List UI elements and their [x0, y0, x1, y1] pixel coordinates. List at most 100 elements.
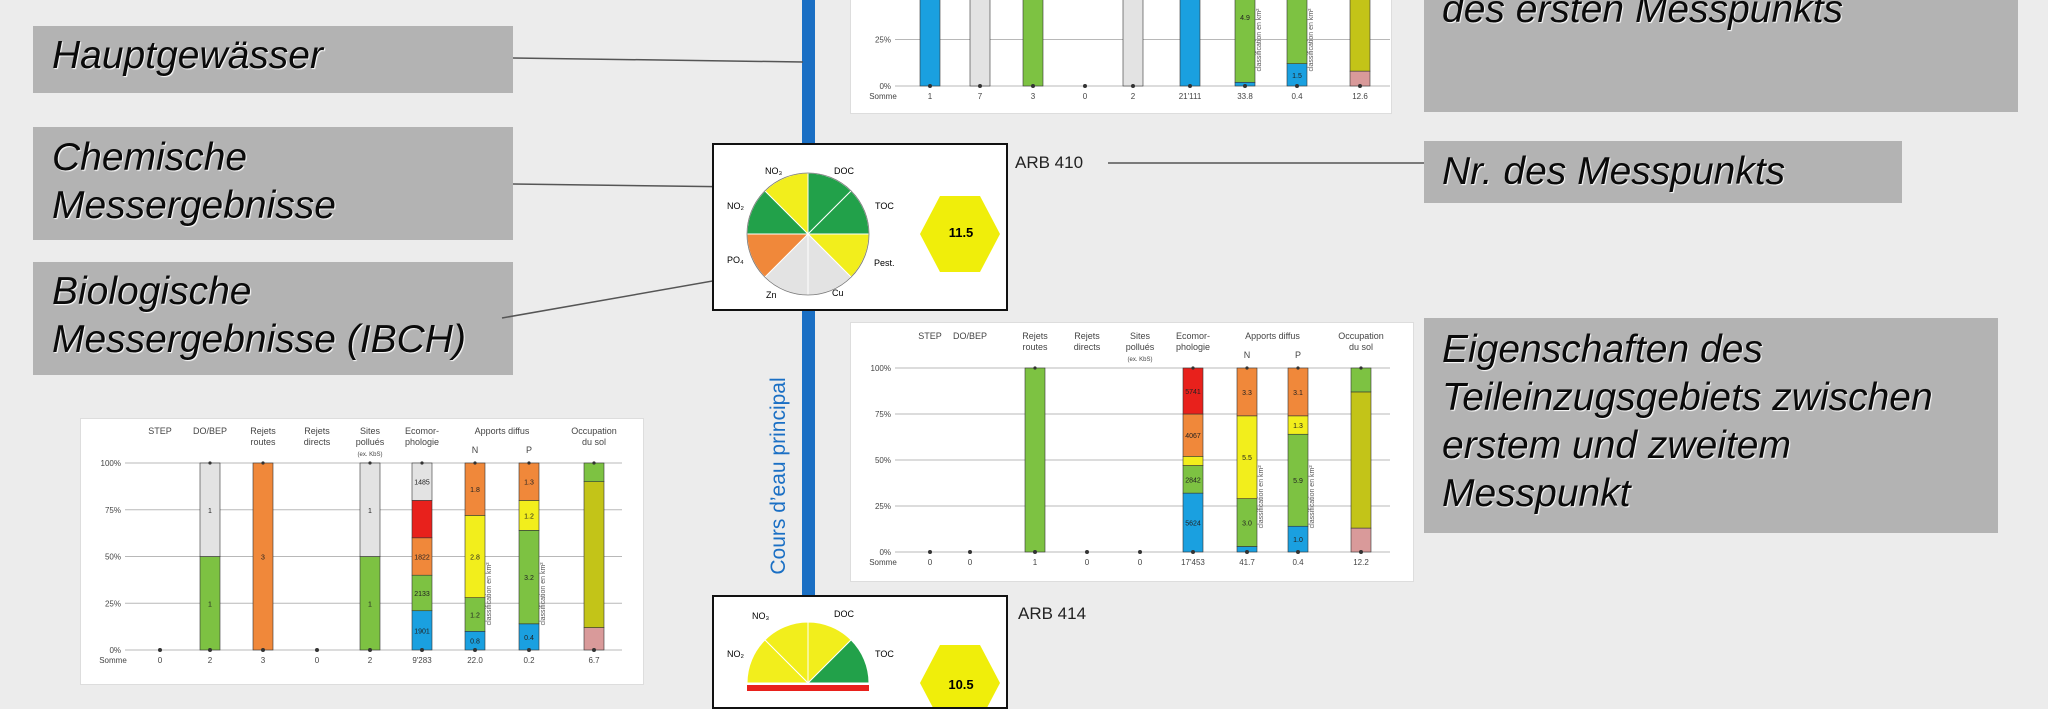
- main-river-line-lower: [802, 300, 815, 605]
- pie-outline: [746, 172, 870, 296]
- bar-segment: [1024, 367, 1046, 553]
- bar-segment: [1349, 0, 1371, 72]
- sum-value: 0: [1085, 558, 1090, 567]
- bar-segment: [411, 500, 433, 539]
- category-header: routes: [1022, 342, 1048, 352]
- segment-value-label: 1485: [414, 480, 430, 487]
- sum-value: 0: [1083, 92, 1088, 101]
- sum-row-label: Somme: [99, 656, 127, 665]
- bar-segment: [1179, 0, 1201, 87]
- segment-value-label: 5741: [1185, 389, 1201, 396]
- classification-label: classification en km²: [1256, 8, 1263, 72]
- bar-segment: [1234, 0, 1256, 83]
- bar-segment: [1350, 367, 1372, 393]
- bar-base-dot: [473, 648, 477, 652]
- sum-value: 0.2: [523, 656, 535, 665]
- bar-segment: [1182, 456, 1204, 466]
- segment-value-label: 0.4: [524, 635, 534, 642]
- apports-diffus-header: Apports diffus: [475, 426, 530, 436]
- category-header: Sites: [1130, 331, 1151, 341]
- sum-value: 21'111: [1179, 92, 1202, 101]
- sum-value: 9'283: [412, 656, 432, 665]
- label-subcatchment: Eigenschaften des Teileinzugsgebiets zwi…: [1442, 328, 1933, 515]
- sum-value: 6.7: [588, 656, 600, 665]
- classification-label: classification en km²: [486, 562, 493, 626]
- bar-segment: [1022, 0, 1044, 87]
- sum-value: 2: [368, 656, 373, 665]
- segment-value-label: 5.5: [1242, 455, 1252, 462]
- sum-value: 1: [928, 92, 933, 101]
- bar-base-dot: [1243, 84, 1247, 88]
- bar-segment: [1349, 70, 1371, 87]
- bar-base-dot: [1033, 550, 1037, 554]
- category-header: DO/BEP: [953, 331, 987, 341]
- ibch-hexagon: [920, 196, 1000, 272]
- category-header: directs: [1074, 342, 1101, 352]
- bar-base-dot: [1358, 84, 1362, 88]
- bar-segment: [583, 481, 605, 628]
- segment-value-label: 3.3: [1242, 390, 1252, 397]
- category-header: pollués: [1126, 342, 1155, 352]
- segment-value-label: 1: [208, 508, 212, 515]
- segment-value-label: 1.2: [470, 612, 480, 619]
- category-header: N: [472, 445, 479, 455]
- wedge2-label-no2: NO₂: [727, 649, 744, 659]
- category-subheader: (ex. KbS): [357, 452, 382, 458]
- segment-value-label: 4067: [1185, 433, 1201, 440]
- segment-value-label: 1.2: [524, 513, 534, 520]
- main-river-line: [802, 0, 815, 160]
- label-chemical: Chemische Messergebnisse: [52, 136, 336, 227]
- label-box-subcatchment: [1424, 318, 1998, 533]
- bar-segment: [583, 627, 605, 651]
- site-1-pie: [746, 172, 1000, 296]
- sum-value: 1: [1033, 558, 1038, 567]
- segment-value-label: 1.8: [470, 487, 480, 494]
- pie2-red-band: [747, 685, 869, 691]
- category-header: Rejets: [250, 426, 276, 436]
- bar-base-dot: [1191, 550, 1195, 554]
- bar-segment: [1350, 527, 1372, 553]
- leader-chemical: [512, 183, 745, 188]
- bar-base-dot: [158, 648, 162, 652]
- segment-value-label: 2133: [414, 591, 430, 598]
- segment-value-label: 1: [368, 601, 372, 608]
- bar-base-dot: [1131, 84, 1135, 88]
- sum-value: 12.2: [1353, 558, 1369, 567]
- category-header: phologie: [405, 437, 439, 447]
- bar-segment: [1286, 0, 1308, 64]
- y-tick-label: 0%: [879, 82, 891, 91]
- segment-value-label: 1822: [414, 555, 430, 562]
- sum-value: 22.0: [467, 656, 483, 665]
- bar-segment: [969, 0, 991, 87]
- category-header: STEP: [148, 426, 172, 436]
- bar-base-dot: [315, 648, 319, 652]
- segment-value-label: 1.3: [1293, 423, 1303, 430]
- y-tick-label: 25%: [875, 502, 891, 511]
- site-id-1: ARB 410: [1015, 153, 1084, 172]
- wedge-label-cu: Cu: [832, 288, 844, 298]
- sum-value: 0: [1138, 558, 1143, 567]
- wedge-label-po4: PO₄: [727, 255, 744, 265]
- bar-top-dot: [1359, 366, 1363, 370]
- category-header: Ecomor-: [1176, 331, 1210, 341]
- segment-value-label: 5624: [1185, 521, 1201, 528]
- label-box-biological: [33, 262, 513, 375]
- sum-row-label: Somme: [869, 558, 897, 567]
- category-header: N: [1244, 350, 1251, 360]
- classification-label: classification en km²: [1258, 465, 1265, 529]
- apports-diffus-header: Apports diffus: [1245, 331, 1300, 341]
- bar-top-dot: [420, 461, 424, 465]
- label-box-first-point: [1424, 0, 2018, 112]
- classification-label: classification en km²: [1308, 8, 1315, 72]
- sum-value: 0: [968, 558, 973, 567]
- segment-value-label: 1.3: [524, 480, 534, 487]
- classification-label: classification en km²: [540, 562, 547, 626]
- segment-value-label: 3.0: [1242, 521, 1252, 528]
- category-header: Rejets: [1074, 331, 1100, 341]
- bar-base-dot: [208, 648, 212, 652]
- sum-row-label: Somme: [869, 92, 897, 101]
- bar-base-dot: [1359, 550, 1363, 554]
- bar-base-dot: [1245, 550, 1249, 554]
- bar-base-dot: [527, 648, 531, 652]
- bar-top-dot: [1033, 366, 1037, 370]
